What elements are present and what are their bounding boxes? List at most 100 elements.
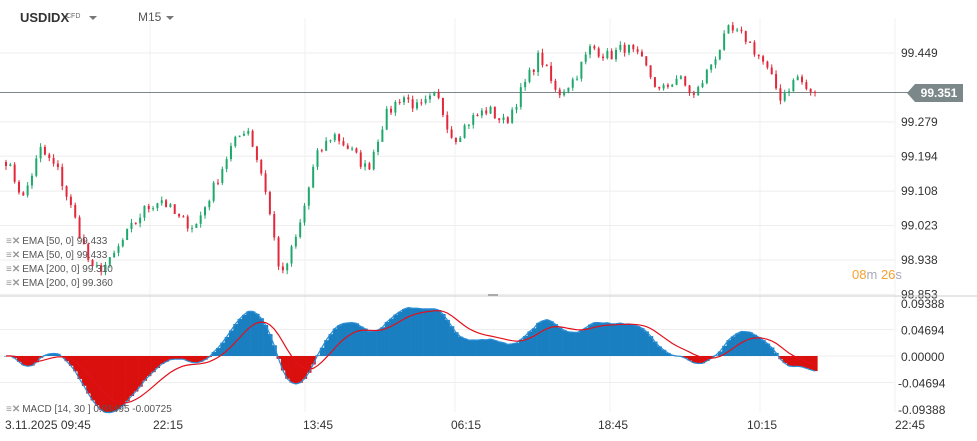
macd-histogram-bar [233, 324, 238, 356]
macd-histogram-bar [540, 320, 546, 356]
macd-histogram-bar [246, 311, 251, 356]
macd-histogram-bar [172, 356, 178, 360]
macd-histogram-bar [90, 356, 96, 401]
macd-histogram-bar [778, 356, 784, 360]
candle-body [216, 182, 219, 184]
candle-body [757, 54, 760, 57]
candle-body [117, 246, 120, 253]
macd-histogram-bar [652, 341, 658, 356]
candle-body [697, 86, 700, 95]
settings-icon[interactable]: ≡✕ [6, 236, 21, 247]
macd-histogram-bar [133, 356, 139, 392]
symbol-dropdown-icon[interactable] [89, 16, 97, 20]
settings-icon[interactable]: ≡✕ [6, 404, 21, 415]
candle-body [740, 29, 743, 32]
macd-histogram-bar [376, 330, 381, 356]
macd-histogram-bar [562, 330, 567, 356]
macd-histogram-bar [639, 328, 645, 356]
macd-histogram-bar [224, 336, 230, 356]
macd-histogram-bar [795, 356, 801, 367]
candle-body [156, 203, 159, 209]
macd-histogram-bar [440, 314, 446, 356]
candle-body [705, 69, 708, 84]
macd-histogram-bar [466, 340, 472, 356]
candle-body [121, 239, 124, 247]
candle-body [411, 99, 414, 109]
legend-ema-4[interactable]: ≡✕ EMA [200, 0] 99.360 [6, 278, 113, 289]
candle-body [403, 97, 406, 103]
macd-histogram-bar [475, 340, 481, 356]
macd-histogram-bar [185, 356, 191, 362]
candle-body [433, 91, 436, 96]
macd-histogram-bar [272, 345, 277, 356]
candle-body [87, 244, 90, 260]
macd-histogram-bar [787, 356, 792, 366]
candle-body [528, 69, 531, 82]
candle-body [788, 91, 791, 93]
candle-body [381, 129, 384, 142]
time-label: 3.11.2025 09:45 [5, 418, 91, 432]
candle-body [792, 80, 795, 92]
candle-body [199, 215, 202, 224]
macd-histogram-bar [765, 343, 771, 356]
candle-body [718, 49, 721, 60]
candle-body [524, 81, 527, 88]
macd-histogram-bar [306, 356, 312, 373]
macd-histogram-bar [631, 324, 636, 356]
candle-body [640, 51, 643, 57]
candle-body [229, 146, 232, 160]
legend-text: EMA [200, 0] 99.310 [22, 264, 113, 275]
settings-icon[interactable]: ≡✕ [6, 278, 21, 289]
candle-body [108, 257, 111, 265]
candle-body [126, 228, 129, 240]
macd-histogram-bar [488, 339, 494, 356]
candle-body [325, 140, 328, 151]
macd-histogram-bar [484, 339, 489, 356]
macd-histogram-bar [445, 319, 450, 356]
macd-histogram-bar [215, 347, 221, 356]
candle-body [390, 108, 393, 113]
macd-histogram-bar [302, 356, 308, 379]
candle-body [610, 50, 613, 60]
candle-body [329, 140, 332, 142]
candle-body [273, 214, 276, 238]
macd-histogram-bar [120, 356, 126, 407]
price-axis-label: 99.194 [901, 149, 938, 163]
macd-histogram-bar [601, 323, 606, 356]
pane-resize-handle[interactable] [488, 294, 498, 296]
macd-histogram-bar [536, 323, 541, 356]
macd-histogram-bar [782, 356, 788, 364]
timeframe-selector[interactable]: M15 [138, 10, 162, 24]
candle-body [671, 84, 674, 87]
macd-histogram-bar [479, 339, 485, 356]
legend-text: EMA [200, 0] 99.360 [22, 278, 113, 289]
candle-body [264, 173, 267, 193]
settings-icon[interactable]: ≡✕ [6, 250, 21, 261]
legend-ema-1[interactable]: ≡✕ EMA [50, 0] 99.433 [6, 236, 107, 247]
candle-body [662, 84, 665, 89]
timeframe-dropdown-icon[interactable] [166, 16, 174, 20]
candle-body [783, 92, 786, 101]
candle-body [104, 264, 107, 272]
settings-icon[interactable]: ≡✕ [6, 264, 21, 275]
candle-body [30, 175, 33, 186]
symbol-selector[interactable]: USDIDX [20, 10, 70, 25]
macd-histogram-bar [596, 322, 602, 356]
macd-histogram-bar [276, 356, 282, 359]
legend-ema-2[interactable]: ≡✕ EMA [50, 0] 99.433 [6, 250, 107, 261]
candle-body [377, 141, 380, 153]
macd-histogram-bar [350, 322, 355, 356]
macd-histogram-bar [471, 339, 476, 356]
legend-ema-3[interactable]: ≡✕ EMA [200, 0] 99.310 [6, 264, 113, 275]
legend-macd[interactable]: ≡✕ MACD [14, 30 ] 0.01495 -0.00725 [6, 404, 172, 415]
macd-histogram-bar [29, 356, 35, 366]
macd-histogram-bar [267, 334, 273, 356]
macd-histogram-bar [99, 356, 104, 411]
macd-histogram-bar [250, 311, 256, 356]
macd-histogram-bar [397, 311, 403, 356]
macd-histogram-bar [730, 336, 736, 356]
macd-histogram-bar [16, 356, 22, 362]
candle-body [558, 89, 561, 96]
candle-body [814, 91, 816, 93]
